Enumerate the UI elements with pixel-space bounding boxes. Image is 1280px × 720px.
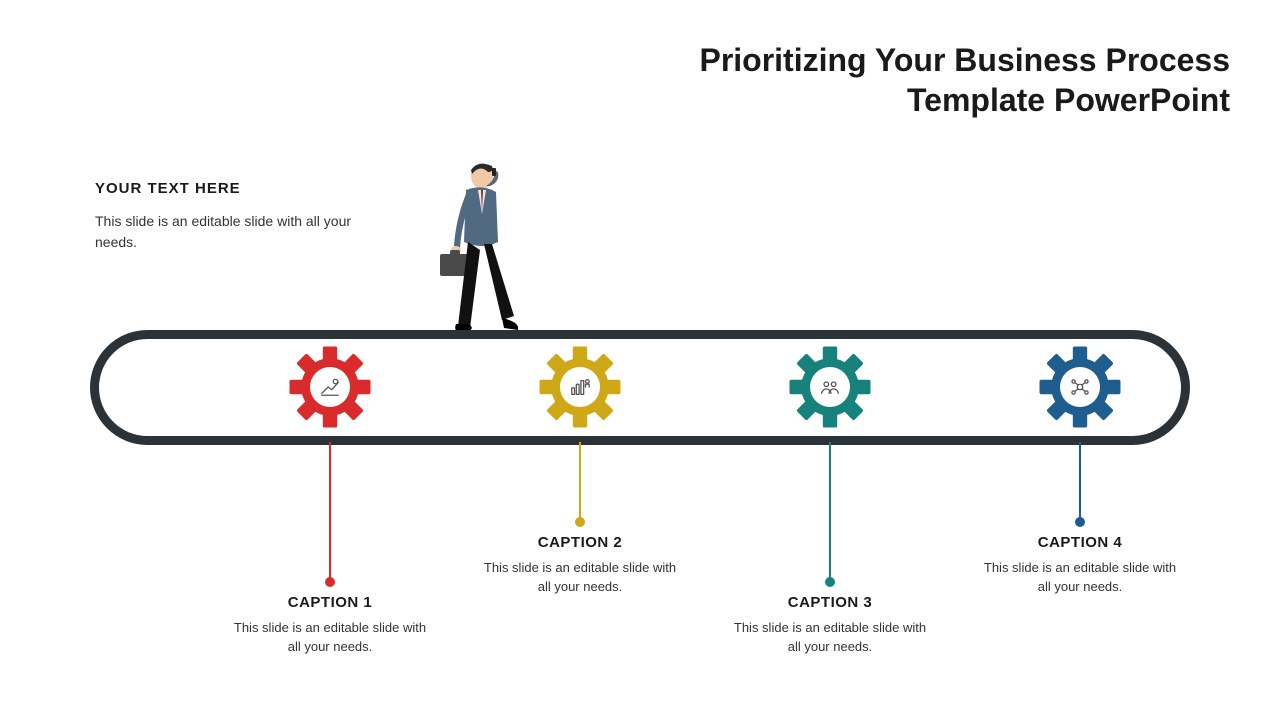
connector-dot	[325, 577, 335, 587]
gear-icon	[285, 342, 375, 432]
caption-title: CAPTION 3	[720, 594, 940, 611]
caption-body: This slide is an editable slide with all…	[720, 619, 940, 657]
caption-body: This slide is an editable slide with all…	[470, 559, 690, 597]
caption-block: CAPTION 4 This slide is an editable slid…	[970, 534, 1190, 597]
caption-body: This slide is an editable slide with all…	[220, 619, 440, 657]
intro-text-block: YOUR TEXT HERE This slide is an editable…	[95, 180, 355, 253]
caption-title: CAPTION 2	[470, 534, 690, 551]
step-inner-icon	[560, 367, 600, 407]
step-inner-icon	[1060, 367, 1100, 407]
slide-title: Prioritizing Your Business Process Templ…	[670, 40, 1230, 120]
intro-body: This slide is an editable slide with all…	[95, 211, 355, 253]
step-inner-icon	[310, 367, 350, 407]
caption-title: CAPTION 1	[220, 594, 440, 611]
intro-heading: YOUR TEXT HERE	[95, 180, 355, 197]
caption-block: CAPTION 2 This slide is an editable slid…	[470, 534, 690, 597]
step-inner-icon	[810, 367, 850, 407]
connector-dot	[575, 517, 585, 527]
connector-dot	[1075, 517, 1085, 527]
businessman-illustration	[420, 158, 530, 338]
connector-line	[329, 442, 331, 582]
caption-title: CAPTION 4	[970, 534, 1190, 551]
connector-line	[829, 442, 831, 582]
connector-dot	[825, 577, 835, 587]
process-columns: CAPTION 1 This slide is an editable slid…	[90, 330, 1190, 710]
caption-body: This slide is an editable slide with all…	[970, 559, 1190, 597]
caption-block: CAPTION 1 This slide is an editable slid…	[220, 594, 440, 657]
connector-line	[579, 442, 581, 522]
gear-icon	[1035, 342, 1125, 432]
connector-line	[1079, 442, 1081, 522]
gear-icon	[785, 342, 875, 432]
gear-icon	[535, 342, 625, 432]
caption-block: CAPTION 3 This slide is an editable slid…	[720, 594, 940, 657]
